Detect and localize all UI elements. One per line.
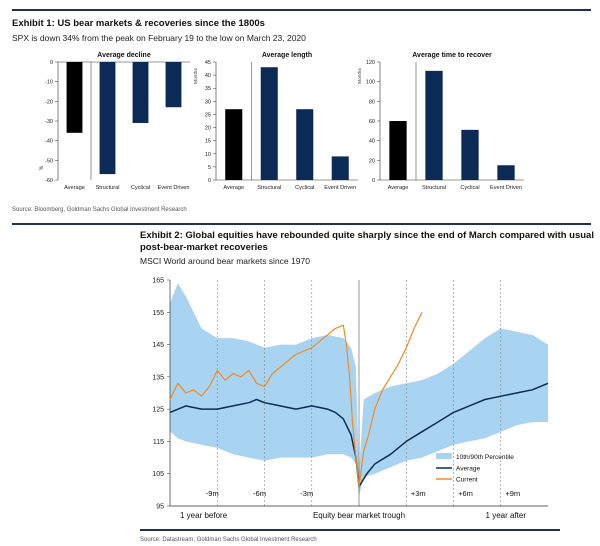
average-length-chart: Average length 0 5 10 15 20 25 30 35 40 45 Months Av… <box>193 52 358 191</box>
y-tick-label: -60 <box>45 178 53 184</box>
y-tick-label: -20 <box>45 99 53 105</box>
exhibit1-charts: Average decline 0 -10 -20 -30 -40 -50 -60% Avera… <box>39 52 524 191</box>
bar <box>461 129 479 180</box>
y-tick-label: 155 <box>152 310 164 317</box>
category-label: Cyclical <box>295 185 314 191</box>
y-tick-label: 15 <box>205 139 211 145</box>
top-rule <box>12 9 591 11</box>
y-tick-label: 100 <box>366 80 375 86</box>
bar <box>132 62 149 123</box>
period-marker-label: -3m <box>300 489 313 498</box>
y-tick-label: 80 <box>369 99 375 105</box>
y-tick-label: 120 <box>366 60 375 66</box>
category-label: Structural <box>257 185 281 191</box>
period-marker-label: -6m <box>253 489 266 498</box>
category-label: Average <box>64 185 85 191</box>
period-marker-label: -9m <box>206 489 219 498</box>
x-axis-label: 1 year before <box>180 511 228 520</box>
y-tick-label: 125 <box>152 407 164 414</box>
exhibit1-title: Exhibit 1: US bear markets & recoveries … <box>12 18 265 29</box>
bar <box>425 70 443 180</box>
category-label: Event Driven <box>157 185 189 191</box>
x-axis-label: Equity bear market trough <box>313 511 405 520</box>
bar <box>66 62 83 133</box>
y-tick-label: 0 <box>208 178 211 184</box>
y-tick-label: 60 <box>369 119 375 125</box>
y-tick-label: -50 <box>45 158 53 164</box>
y-tick-label: 145 <box>152 342 164 349</box>
x-axis-label: 1 year after <box>486 511 527 520</box>
y-tick-label: 35 <box>205 86 211 92</box>
y-tick-label: -10 <box>45 80 53 86</box>
y-tick-label: -40 <box>45 139 53 145</box>
y-tick-label: 0 <box>372 178 375 184</box>
y-tick-label: 30 <box>205 99 211 105</box>
y-tick-label: 45 <box>205 60 211 66</box>
y-tick-label: 40 <box>205 73 211 79</box>
y-tick-label: 95 <box>156 504 164 511</box>
exhibit1-source: Source: Bloomberg, Goldman Sachs Global … <box>12 207 187 213</box>
bear-market-line-chart: -9m -6m -3m +3m +6m +9m 95 105 115 125 135 145 155 16… <box>152 278 549 520</box>
bar <box>165 62 182 108</box>
period-marker-label: +6m <box>458 489 473 498</box>
chart-title: Average decline <box>97 52 151 59</box>
period-marker-label: +9m <box>505 489 520 498</box>
percentile-band <box>170 283 548 497</box>
bottom-rule <box>140 529 560 531</box>
exhibit1-subtitle: SPX is down 34% from the peak on Februar… <box>12 33 306 43</box>
exhibit2-title-line2: post-bear-market recoveries <box>140 242 268 253</box>
legend-label: Average <box>456 466 480 473</box>
y-tick-label: 135 <box>152 374 164 381</box>
period-marker-label: +3m <box>411 489 426 498</box>
exhibit2-source: Source: Datastream, Goldman Sachs Global… <box>140 537 317 543</box>
bar <box>331 156 349 180</box>
y-tick-label: 10 <box>205 152 211 158</box>
y-tick-label: 115 <box>153 439 164 446</box>
y-tick-label: 105 <box>152 471 164 478</box>
y-tick-label: 40 <box>369 139 375 145</box>
category-label: Event Driven <box>490 185 522 191</box>
average-decline-chart: Average decline 0 -10 -20 -30 -40 -50 -60% Avera… <box>39 52 190 191</box>
y-tick-label: 0 <box>50 60 53 66</box>
exhibit2-subtitle: MSCI World around bear markets since 197… <box>140 256 310 266</box>
y-tick-label: -30 <box>45 119 53 125</box>
y-unit-label: % <box>39 165 45 170</box>
legend-label: Current <box>456 477 478 484</box>
bar <box>225 109 243 180</box>
y-tick-label: 5 <box>208 165 211 171</box>
category-label: Structural <box>422 185 446 191</box>
category-label: Cyclical <box>460 185 479 191</box>
bar <box>260 67 278 180</box>
category-label: Cyclical <box>131 185 150 191</box>
chart-title: Average length <box>262 52 312 59</box>
series-line-current <box>169 312 423 488</box>
y-unit-label: Months <box>357 68 363 84</box>
average-time-to-recover-chart: Average time to recover 0 20 40 60 80 100 120Mo… <box>357 52 524 191</box>
category-label: Structural <box>96 185 120 191</box>
y-tick-label: 20 <box>205 126 211 132</box>
legend-swatch-band <box>436 453 452 459</box>
y-unit-label: Months <box>193 68 199 84</box>
bar <box>497 165 515 180</box>
exhibit2-chart: -9m -6m -3m +3m +6m +9m 95 105 115 125 135 145 155 16… <box>152 278 549 520</box>
middle-rule <box>12 223 591 225</box>
category-label: Average <box>388 185 409 191</box>
bar <box>296 109 314 180</box>
category-label: Average <box>223 185 244 191</box>
bar <box>99 62 116 175</box>
series-line-average <box>169 382 549 488</box>
category-label: Event Driven <box>324 185 356 191</box>
y-tick-label: 20 <box>369 158 375 164</box>
exhibit2-title-line1: Exhibit 2: Global equities have rebounde… <box>140 230 594 241</box>
y-tick-label: 165 <box>152 278 164 285</box>
chart-title: Average time to recover <box>412 52 492 59</box>
bar <box>389 121 407 180</box>
y-tick-label: 25 <box>205 112 211 118</box>
legend-label: 10th/90th Percentile <box>456 454 514 461</box>
